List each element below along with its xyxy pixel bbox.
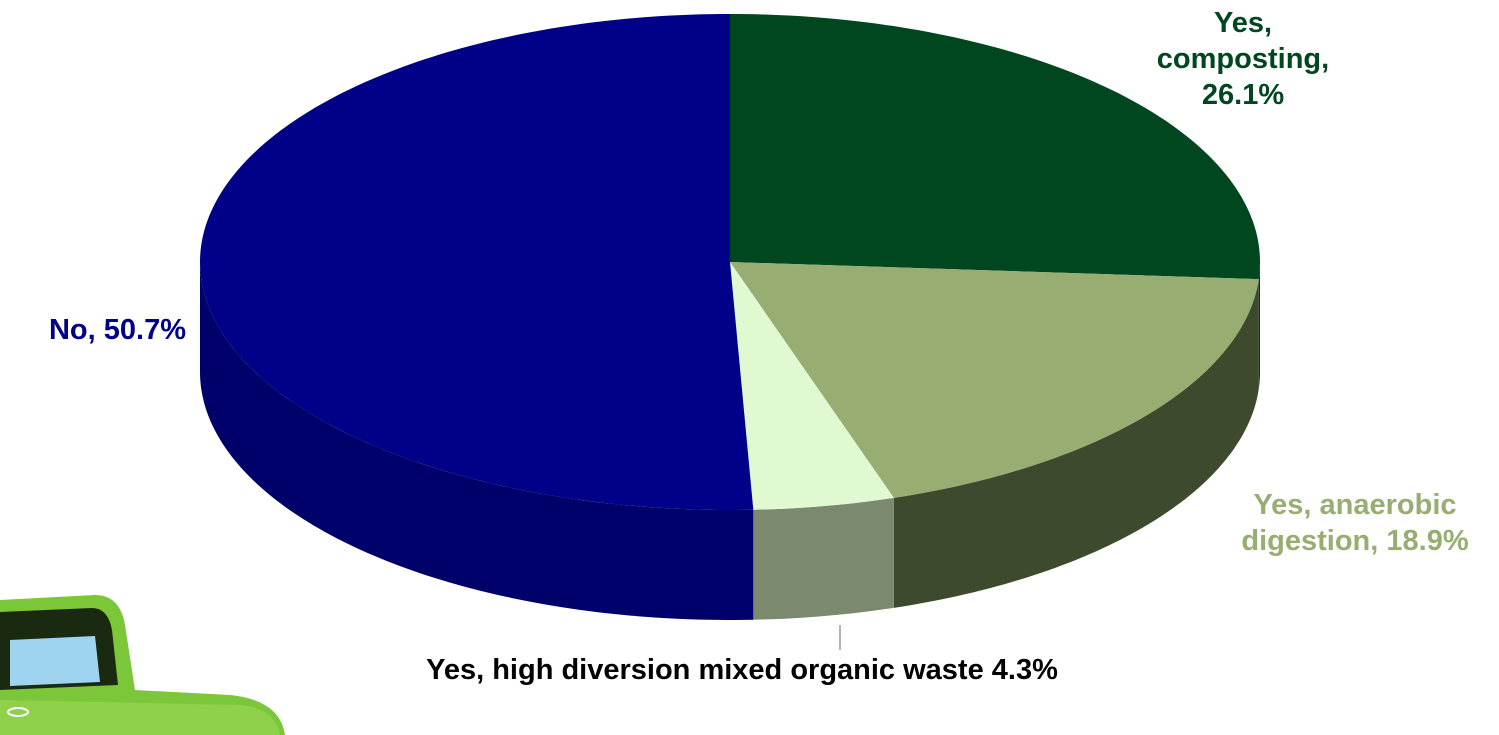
value-label: 50.7% bbox=[103, 314, 186, 346]
value-label: 18.9% bbox=[1386, 525, 1469, 557]
category-label: Yes, anaerobic digestion, bbox=[1241, 489, 1457, 557]
category-label: Yes, composting, bbox=[1156, 7, 1330, 75]
sides bbox=[200, 262, 1260, 620]
slice bbox=[200, 14, 754, 510]
slice bbox=[730, 262, 1259, 498]
category-label: Yes, high diversion mixed organic waste bbox=[426, 654, 984, 686]
slice bbox=[730, 14, 1260, 280]
slice bbox=[730, 262, 894, 510]
category-label: No, bbox=[48, 314, 96, 346]
slice-side bbox=[1258, 262, 1260, 390]
slice-label: Yes, anaerobic digestion, 18.9% bbox=[1215, 487, 1495, 559]
slice-label: No, 50.7% bbox=[0, 312, 186, 348]
slice-label: Yes, high diversion mixed organic waste … bbox=[392, 652, 1092, 688]
truck bbox=[0, 595, 285, 735]
tops bbox=[200, 14, 1260, 510]
slice-side bbox=[753, 497, 894, 620]
slice-side bbox=[893, 279, 1259, 608]
slice-label: Yes, composting, 26.1% bbox=[1133, 5, 1353, 113]
value-label: 26.1% bbox=[1201, 79, 1285, 111]
slice-side bbox=[200, 262, 754, 620]
value-label: 4.3% bbox=[991, 654, 1058, 686]
